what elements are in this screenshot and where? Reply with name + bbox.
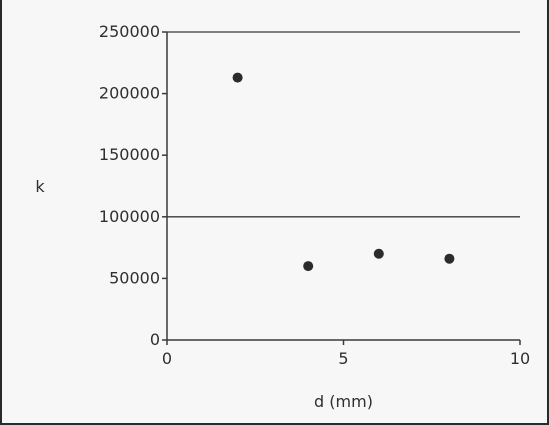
data-point bbox=[373, 248, 384, 259]
axis-layer bbox=[162, 31, 521, 345]
y-tick-label: 100000 bbox=[99, 207, 160, 226]
data-point bbox=[232, 72, 243, 83]
y-tick-label: 250000 bbox=[99, 22, 160, 41]
y-tick-label: 150000 bbox=[99, 145, 160, 164]
y-tick-label: 0 bbox=[150, 330, 160, 349]
data-point bbox=[303, 261, 314, 272]
y-tick-label: 200000 bbox=[99, 84, 160, 103]
y-axis-title: k bbox=[35, 177, 45, 196]
label-layer: k d (mm) 0 50000 100000 150000 200000 250000 0… bbox=[35, 22, 530, 411]
grid-layer bbox=[167, 31, 520, 218]
x-axis-title: d (mm) bbox=[314, 392, 373, 411]
y-tick-label: 50000 bbox=[109, 268, 160, 287]
x-tick-label: 5 bbox=[338, 349, 348, 368]
data-point-layer bbox=[232, 72, 455, 272]
x-tick-label: 0 bbox=[162, 349, 172, 368]
data-point bbox=[444, 253, 455, 264]
x-tick-label: 10 bbox=[510, 349, 530, 368]
